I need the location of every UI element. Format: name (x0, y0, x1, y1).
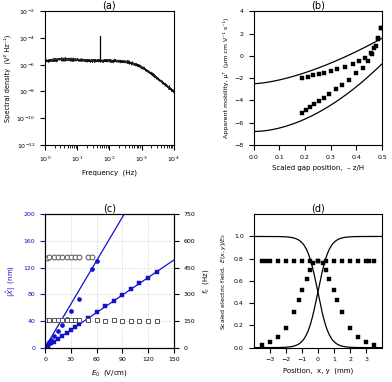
Title: (d): (d) (311, 204, 325, 214)
Y-axis label: Apparent mobility, μᵀ  (μm cm V⁻¹ s⁻¹): Apparent mobility, μᵀ (μm cm V⁻¹ s⁻¹) (223, 18, 229, 138)
Title: (c): (c) (103, 204, 116, 214)
Y-axis label: Spectral density  (V² Hz⁻¹): Spectral density (V² Hz⁻¹) (4, 34, 11, 122)
Y-axis label: Scaled electric field,  $E(x,y)/E_0$: Scaled electric field, $E(x,y)/E_0$ (220, 232, 229, 330)
Y-axis label: $f_c$  (Hz): $f_c$ (Hz) (201, 268, 211, 294)
X-axis label: Frequency  (Hz): Frequency (Hz) (82, 170, 137, 176)
Title: (b): (b) (311, 1, 325, 11)
Y-axis label: |$\hat{X}$|  (nm): |$\hat{X}$| (nm) (5, 265, 18, 297)
X-axis label: Scaled gap position,  – z/H: Scaled gap position, – z/H (272, 165, 364, 171)
X-axis label: $E_0$  (V/cm): $E_0$ (V/cm) (91, 368, 128, 378)
Title: (a): (a) (103, 1, 116, 11)
X-axis label: Position,  x, y  (mm): Position, x, y (mm) (283, 368, 353, 374)
